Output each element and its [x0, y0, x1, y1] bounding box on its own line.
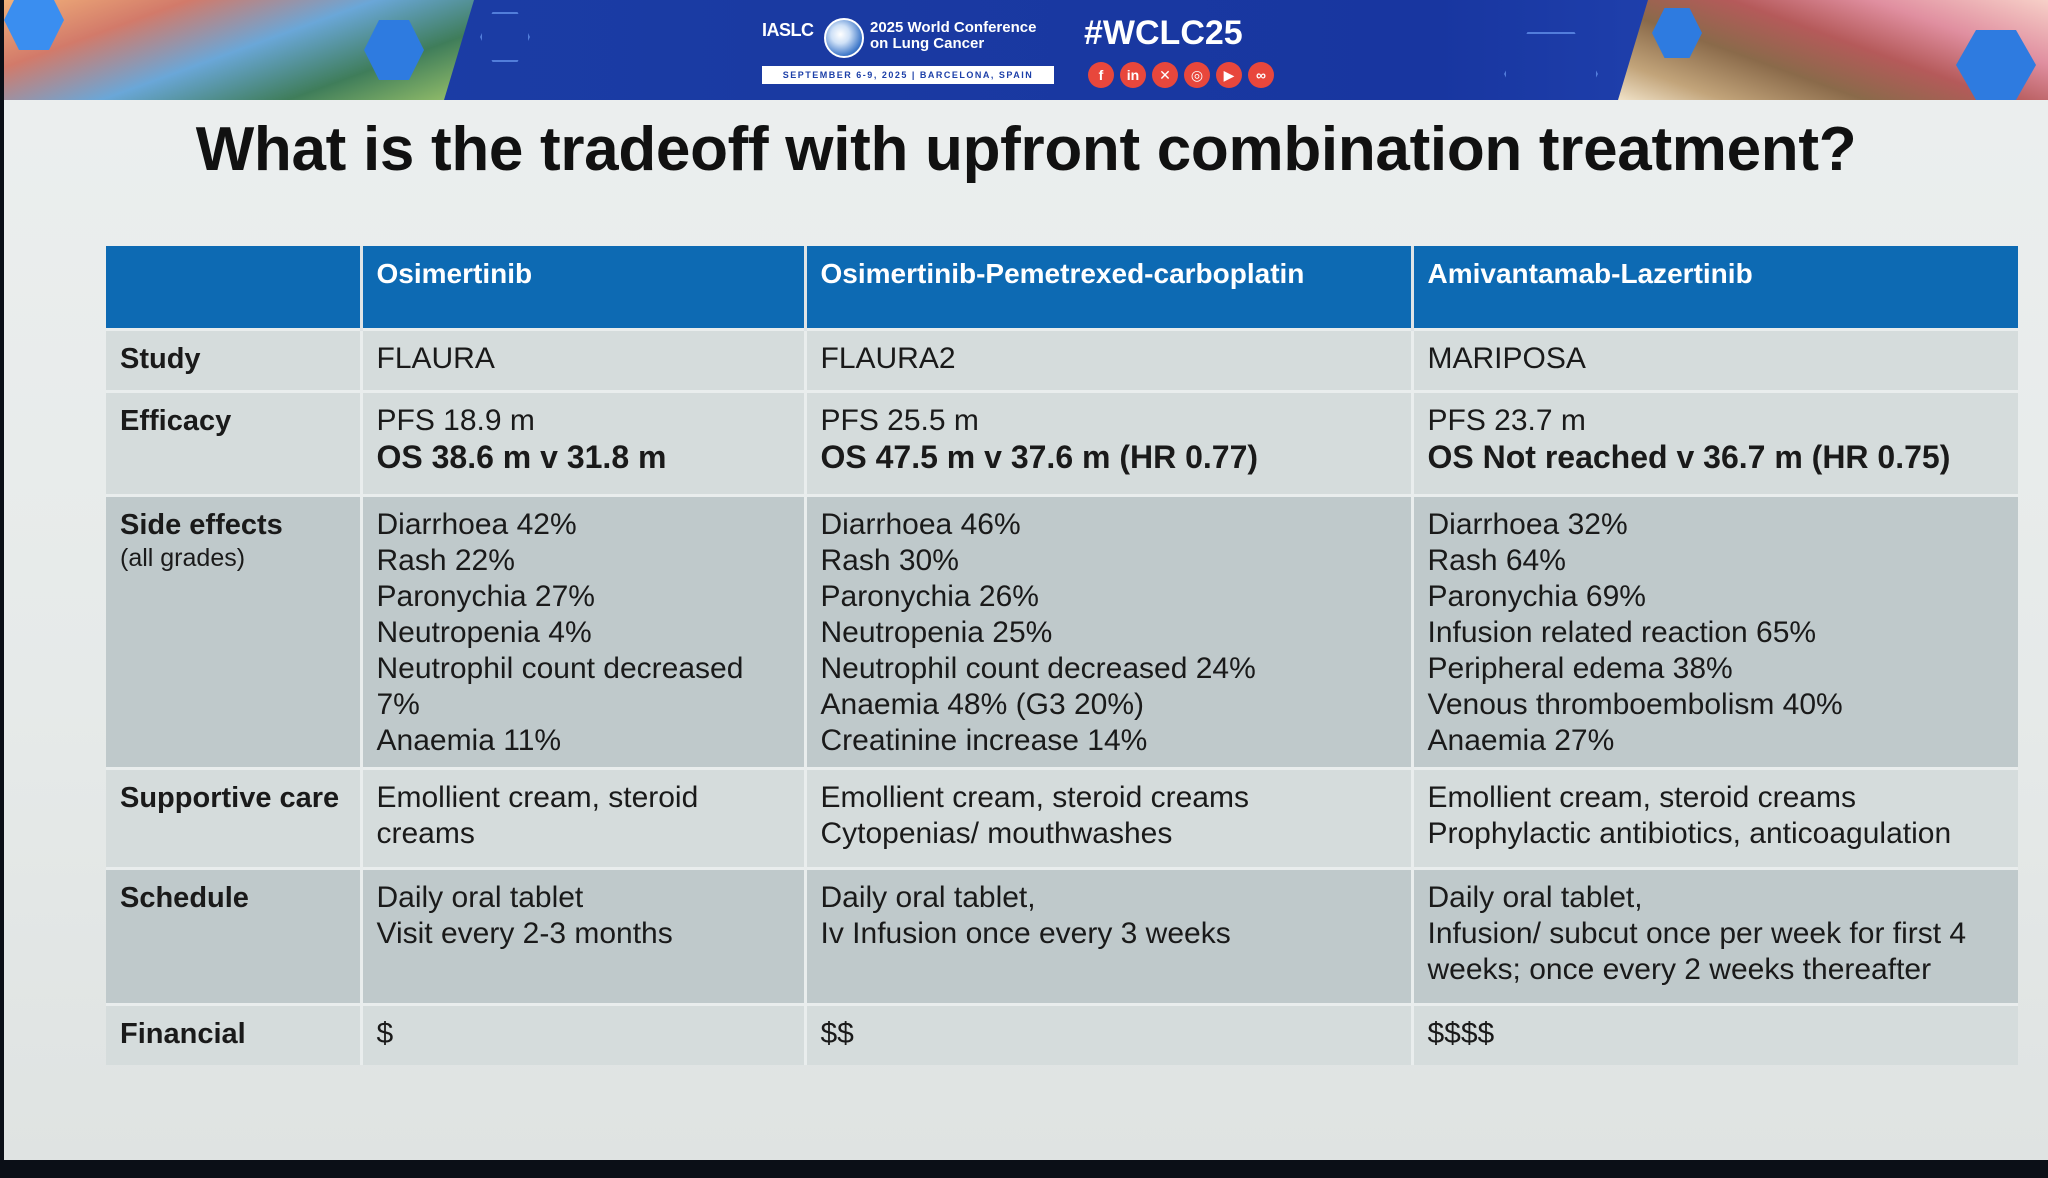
table-cell: Diarrhoea 32% Rash 64% Paronychia 69% In…: [1412, 494, 2018, 769]
table-cell: Daily oral tablet Visit every 2-3 months: [361, 867, 807, 1005]
conference-dates: SEPTEMBER 6-9, 2025 | BARCELONA, SPAIN: [762, 66, 1054, 84]
instagram-icon: ◎: [1184, 62, 1210, 88]
table-cell: Emollient cream, steroid creams Prophyla…: [1412, 767, 2018, 869]
side-effects-sublabel: (all grades): [120, 544, 246, 572]
header-amivantamab-lazertinib: Amivantamab-Lazertinib: [1412, 246, 2018, 330]
table-cell: Daily oral tablet, Iv Infusion once ever…: [805, 867, 1414, 1005]
table-cell: Emollient cream, steroid creams: [361, 767, 807, 869]
table-cell: $: [361, 1003, 807, 1065]
comparison-table: Osimertinib Osimertinib-Pemetrexed-carbo…: [106, 246, 2018, 1065]
list-item: Daily oral tablet: [376, 881, 584, 914]
list-item: Rash 22%: [376, 544, 515, 577]
list-item: Infusion/ subcut once per week for first…: [1427, 917, 1967, 950]
list-item: Emollient cream, steroid creams: [1427, 781, 1856, 814]
conference-banner: IASLC 2025 World Conference on Lung Canc…: [4, 0, 2048, 100]
list-item: Iv Infusion once every 3 weeks: [820, 917, 1231, 950]
side-effects-label: Side effects: [120, 509, 283, 541]
list-item: Venous thromboembolism 40%: [1427, 688, 1843, 721]
table-cell: Daily oral tablet, Infusion/ subcut once…: [1412, 867, 2018, 1005]
list-item: Anaemia 48% (G3 20%): [820, 688, 1145, 721]
conference-logo: IASLC 2025 World Conference on Lung Canc…: [762, 16, 1054, 86]
row-label-financial: Financial: [106, 1003, 363, 1065]
table-cell: MARIPOSA: [1412, 328, 2018, 392]
table-row-study: Study FLAURA FLAURA2 MARIPOSA: [106, 328, 2018, 392]
hexagon-decoration: [1956, 30, 2036, 100]
table-cell: $$: [805, 1003, 1414, 1065]
header-empty: [106, 246, 363, 330]
list-item: Creatinine increase 14%: [820, 724, 1148, 757]
list-item: Rash 30%: [820, 544, 959, 577]
pfs-value: PFS 18.9 m: [376, 404, 535, 437]
list-item: Diarrhoea 32%: [1427, 508, 1628, 541]
list-item: Peripheral edema 38%: [1427, 652, 1733, 685]
table-header-row: Osimertinib Osimertinib-Pemetrexed-carbo…: [106, 246, 2018, 330]
list-item: creams: [376, 817, 475, 850]
hexagon-outline-decoration: [480, 12, 530, 62]
row-label-efficacy: Efficacy: [106, 390, 363, 496]
table-row-schedule: Schedule Daily oral tablet Visit every 2…: [106, 867, 2018, 1005]
table-cell: Diarrhoea 42% Rash 22% Paronychia 27% Ne…: [361, 494, 807, 769]
table-row-efficacy: Efficacy PFS 18.9 m OS 38.6 m v 31.8 m P…: [106, 390, 2018, 496]
list-item: Neutrophil count decreased 24%: [820, 652, 1256, 685]
list-item: Neutrophil count decreased 7%: [376, 652, 744, 721]
row-label-schedule: Schedule: [106, 867, 363, 1005]
facebook-icon: f: [1088, 62, 1114, 88]
list-item: Visit every 2-3 months: [376, 917, 673, 950]
os-value: OS 38.6 m v 31.8 m: [376, 439, 667, 475]
os-value: OS 47.5 m v 37.6 m (HR 0.77): [820, 439, 1259, 475]
header-osimertinib-pemetrexed-carboplatin: Osimertinib-Pemetrexed-carboplatin: [805, 246, 1414, 330]
list-item: Diarrhoea 42%: [376, 508, 577, 541]
globe-icon: [824, 18, 864, 58]
list-item: Anaemia 27%: [1427, 724, 1615, 757]
row-label-study: Study: [106, 328, 363, 392]
table-row-side-effects: Side effects (all grades) Diarrhoea 42% …: [106, 494, 2018, 769]
os-value: OS Not reached v 36.7 m (HR 0.75): [1427, 439, 1951, 475]
table-cell: PFS 23.7 m OS Not reached v 36.7 m (HR 0…: [1412, 390, 2018, 496]
header-osimertinib: Osimertinib: [361, 246, 807, 330]
list-item: Neutropenia 25%: [820, 616, 1053, 649]
link-icon: ∞: [1248, 62, 1274, 88]
table-cell: PFS 18.9 m OS 38.6 m v 31.8 m: [361, 390, 807, 496]
table-cell: FLAURA: [361, 328, 807, 392]
table-cell: Diarrhoea 46% Rash 30% Paronychia 26% Ne…: [805, 494, 1414, 769]
list-item: Diarrhoea 46%: [820, 508, 1021, 541]
pfs-value: PFS 25.5 m: [820, 404, 979, 437]
list-item: Rash 64%: [1427, 544, 1566, 577]
list-item: Daily oral tablet,: [820, 881, 1036, 914]
list-item: weeks; once every 2 weeks thereafter: [1427, 953, 1932, 986]
linkedin-icon: in: [1120, 62, 1146, 88]
conference-name: 2025 World Conference on Lung Cancer: [870, 19, 1037, 52]
list-item: Emollient cream, steroid: [376, 781, 699, 814]
list-item: Paronychia 69%: [1427, 580, 1646, 613]
list-item: Cytopenias/ mouthwashes: [820, 817, 1173, 850]
slide: IASLC 2025 World Conference on Lung Canc…: [4, 0, 2048, 1160]
list-item: Paronychia 27%: [376, 580, 595, 613]
hexagon-decoration: [1652, 8, 1702, 58]
iaslc-logo: IASLC: [762, 20, 814, 40]
row-label-side-effects: Side effects (all grades): [106, 494, 363, 769]
row-label-supportive-care: Supportive care: [106, 767, 363, 869]
table-cell: PFS 25.5 m OS 47.5 m v 37.6 m (HR 0.77): [805, 390, 1414, 496]
table-cell: $$$$: [1412, 1003, 2018, 1065]
list-item: Prophylactic antibiotics, anticoagulatio…: [1427, 817, 1952, 850]
table-cell: Emollient cream, steroid creams Cytopeni…: [805, 767, 1414, 869]
list-item: Neutropenia 4%: [376, 616, 592, 649]
table-row-financial: Financial $ $$ $$$$: [106, 1003, 2018, 1065]
conference-hashtag: #WCLC25: [1084, 14, 1243, 52]
list-item: Paronychia 26%: [820, 580, 1039, 613]
list-item: Anaemia 11%: [376, 724, 562, 757]
table-cell: FLAURA2: [805, 328, 1414, 392]
youtube-icon: ▶: [1216, 62, 1242, 88]
slide-title: What is the tradeoff with upfront combin…: [195, 115, 1857, 184]
hexagon-decoration: [364, 20, 424, 80]
table-row-supportive-care: Supportive care Emollient cream, steroid…: [106, 767, 2018, 869]
pfs-value: PFS 23.7 m: [1427, 404, 1586, 437]
list-item: Emollient cream, steroid creams: [820, 781, 1249, 814]
hexagon-outline-decoration: [1504, 32, 1598, 100]
x-icon: ✕: [1152, 62, 1178, 88]
list-item: Daily oral tablet,: [1427, 881, 1643, 914]
social-icons: f in ✕ ◎ ▶ ∞: [1088, 62, 1274, 88]
list-item: Infusion related reaction 65%: [1427, 616, 1817, 649]
